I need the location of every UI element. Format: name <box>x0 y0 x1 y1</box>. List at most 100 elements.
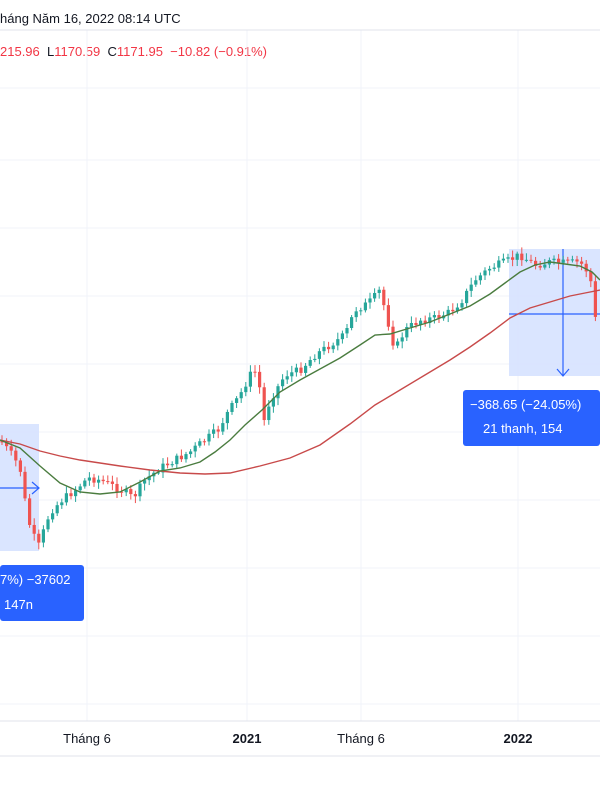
candle-body <box>437 315 441 319</box>
candle-body <box>78 486 82 491</box>
candle-body <box>147 476 151 481</box>
candle-body <box>175 455 179 465</box>
measure-box-right <box>463 390 600 446</box>
candle-body <box>207 433 211 442</box>
candle-body <box>515 253 519 260</box>
candle-body <box>488 268 492 271</box>
candle-body <box>432 315 436 318</box>
candle-body <box>557 258 561 263</box>
candle-body <box>492 267 496 269</box>
candle-body <box>244 386 248 393</box>
candle-body <box>345 328 349 334</box>
candle-body <box>304 365 308 373</box>
measure-right-line1: −368.65 (−24.05%) <box>470 397 581 412</box>
candle-body <box>161 463 165 473</box>
candle-body <box>552 258 556 261</box>
ohlc-close-label: C <box>107 44 117 59</box>
candle-body <box>469 284 473 291</box>
candle-body <box>313 358 317 361</box>
candle-body <box>497 260 501 268</box>
chart-header-date: háng Năm 16, 2022 08:14 UTC <box>0 11 181 26</box>
candle-body <box>97 479 101 483</box>
measure-box-left <box>0 565 84 621</box>
candle-body <box>253 371 257 373</box>
candle-body <box>32 524 36 534</box>
candle-body <box>373 292 377 299</box>
candle-body <box>524 259 528 261</box>
candle-body <box>64 493 68 503</box>
candle-body <box>5 442 9 447</box>
candle-body <box>51 513 55 520</box>
candle-body <box>115 483 119 492</box>
candle-body <box>299 367 303 373</box>
candle-body <box>225 411 229 424</box>
candle-body <box>87 477 91 481</box>
candle-body <box>506 257 510 259</box>
candle-body <box>377 289 381 293</box>
candle-body <box>419 320 423 325</box>
candle-body <box>110 481 114 484</box>
candle-body <box>308 360 312 366</box>
candle-body <box>18 460 22 472</box>
candle-body <box>156 472 160 474</box>
candle-body <box>396 341 400 346</box>
candle-body <box>423 320 427 323</box>
x-tick-label: 2021 <box>233 731 262 746</box>
candle-body <box>74 490 78 497</box>
candle-body <box>285 376 289 380</box>
x-tick-label: 2022 <box>504 731 533 746</box>
candle-body <box>391 326 395 346</box>
candle-body <box>9 446 13 451</box>
candle-body <box>327 346 331 350</box>
candle-body <box>198 441 202 446</box>
candle-body <box>46 519 50 530</box>
candle-body <box>271 398 275 407</box>
candle-body <box>120 491 124 493</box>
candle-body <box>189 451 193 455</box>
measure-left-line2: 147n <box>4 597 33 612</box>
candle-body <box>184 454 188 460</box>
candle-body <box>368 298 372 303</box>
candle-body <box>92 477 96 483</box>
candle-body <box>55 505 59 514</box>
candle-body <box>60 502 64 506</box>
candle-body <box>451 309 455 312</box>
candle-body <box>262 387 266 421</box>
candle-body <box>593 281 597 317</box>
candle-body <box>465 290 469 304</box>
candle-body <box>212 429 216 434</box>
candle-body <box>166 463 170 466</box>
ohlc-close: 1171.95 <box>116 44 163 59</box>
candle-body <box>460 303 464 308</box>
x-tick-label: Tháng 6 <box>63 731 111 746</box>
candle-body <box>179 455 183 460</box>
candle-body <box>474 280 478 285</box>
candle-body <box>534 260 538 266</box>
measure-arrow-left <box>31 481 40 495</box>
candle-body <box>566 259 570 261</box>
candle-body <box>354 311 358 318</box>
candle-body <box>129 489 133 495</box>
candle-body <box>409 323 413 328</box>
measure-label-right: −368.65 (−24.05%) 21 thanh, 154 <box>463 390 600 446</box>
candle-body <box>570 259 574 261</box>
candle-body <box>138 483 142 497</box>
candle-body <box>520 253 524 261</box>
time-axis: Tháng 6 2021 Tháng 6 2022 <box>63 731 532 746</box>
candle-body <box>101 479 105 482</box>
candle-body <box>133 494 137 497</box>
candle-body <box>143 480 147 484</box>
candle-body <box>281 379 285 387</box>
candle-body <box>317 351 321 359</box>
candle-body <box>193 445 197 452</box>
candle-body <box>575 259 579 262</box>
candle-body <box>400 337 404 342</box>
candle-body <box>405 327 409 338</box>
measure-label-left: 7%) −37602 147n <box>0 565 84 621</box>
candle-body <box>580 261 584 264</box>
candle-body <box>294 367 298 373</box>
candle-body <box>322 346 326 352</box>
candle-body <box>202 441 206 443</box>
candle-body <box>501 258 505 261</box>
